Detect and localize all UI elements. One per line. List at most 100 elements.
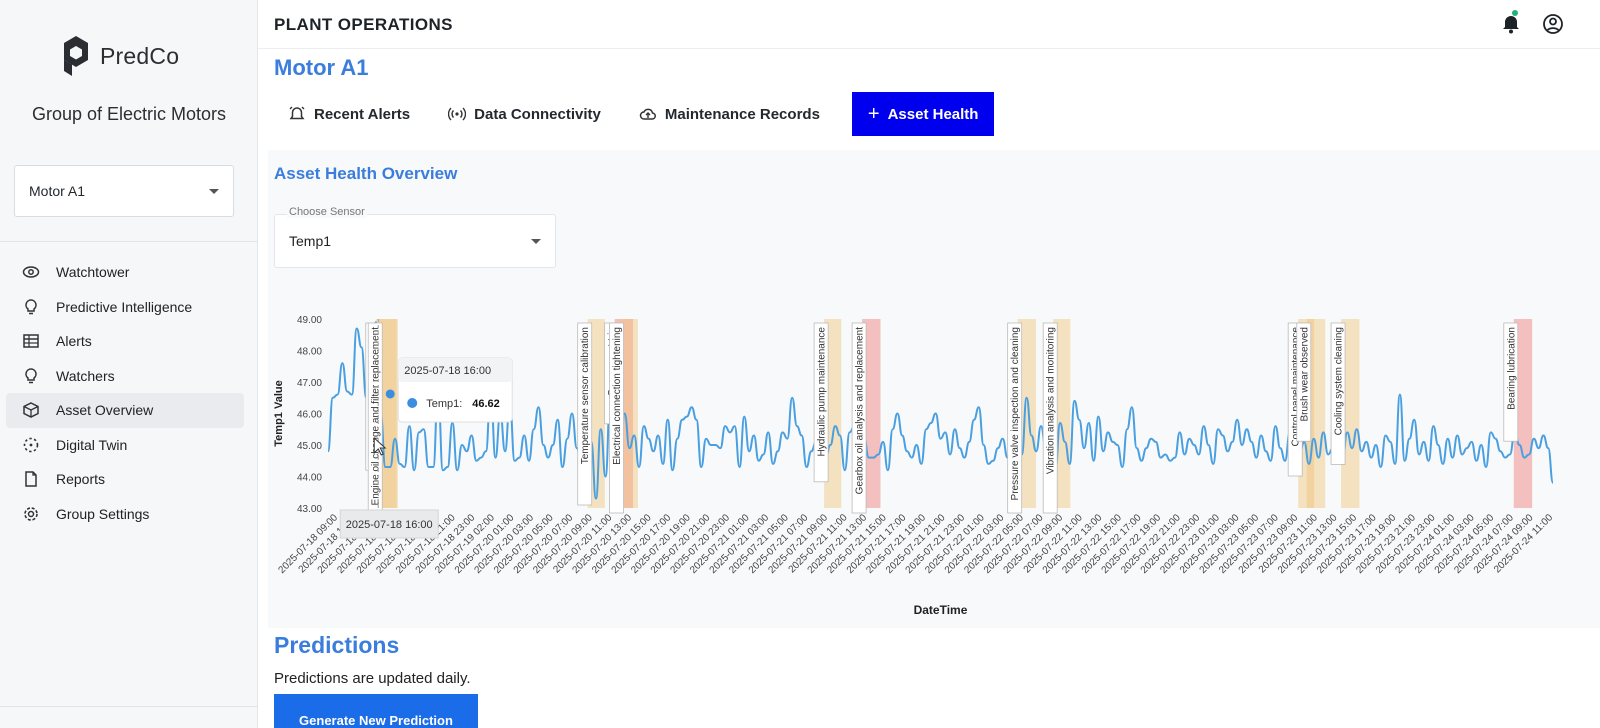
generate-prediction-button[interactable]: Generate New Prediction [274,694,478,728]
lightbulb-icon [25,298,37,314]
tab-label: Recent Alerts [314,105,411,123]
y-tick-label: 49.00 [297,315,322,326]
maintenance-band [1017,319,1037,508]
temperature-chart[interactable]: 43.00 44.00 45.00 46.00 47.00 48.00 49.00 Temp1… [268,295,1600,625]
event-label-box [1503,322,1519,442]
asset-tabs: Recent Alerts Data Connectivity Maintena… [274,92,1004,136]
event-label: Hydraulic pump maintenance [817,327,828,457]
asset-health-panel: Asset Health Overview Choose Sensor Temp… [268,150,1600,628]
group-title: Group of Electric Motors [31,104,227,124]
sidebar-bottom-divider [0,706,258,707]
y-tick-label: 43.00 [297,504,322,515]
event-label-box [813,322,829,483]
y-tick-label: 44.00 [297,473,322,484]
tooltip-header [398,358,513,382]
header-title: PLANT OPERATIONS [274,15,453,34]
sensor-select-label: Choose Sensor [287,206,367,218]
y-tick-label: 47.00 [297,378,322,389]
broadcast-icon [448,107,467,121]
event-label: Vibration analysis and monitoring [1046,327,1057,474]
tooltip-series-name: Temp1: [426,398,462,410]
brand-name: PredCo [100,42,180,69]
predco-logo-icon [64,36,88,76]
user-account-icon[interactable] [1542,13,1564,35]
chevron-down-icon [531,239,541,244]
maintenance-band [378,319,398,508]
series-line-temp1 [327,321,1554,500]
asset-select[interactable]: Motor A1 [14,165,234,217]
sidebar-item-watchers[interactable]: Watchers [6,359,244,394]
tab-label: Data Connectivity [474,105,601,123]
y-axis-label: Temp1 Value [273,380,285,446]
notification-dot [1512,10,1518,16]
sidebar-nav: Watchtower Predictive Intelligence Alert… [6,255,244,531]
event-label: Control panel maintenance [1291,327,1302,447]
section-title: Asset Health Overview [274,164,458,183]
sidebar-item-digital-twin[interactable]: Digital Twin [6,428,244,463]
sidebar-item-reports[interactable]: Reports [6,462,244,497]
predictions-subtitle: Predictions are updated daily. [274,670,471,687]
tab-maintenance-records[interactable]: Maintenance Records [625,92,834,136]
event-label: Cooling system cleaning [1334,327,1345,435]
sidebar-item-label: Asset Overview [56,402,154,419]
sidebar-item-predictive-intelligence[interactable]: Predictive Intelligence [6,290,244,325]
tab-recent-alerts[interactable]: Recent Alerts [274,92,424,136]
event-label: Temperature sensor calibration [580,327,591,464]
y-tick-label: 48.00 [297,347,322,358]
event-label: Brush wear observed [1299,327,1310,422]
sidebar-item-watchtower[interactable]: Watchtower [6,255,244,290]
event-label-box [1007,322,1023,514]
maintenance-band [1341,319,1360,508]
sidebar-item-label: Watchtower [56,264,130,281]
y-tick-label: 45.00 [297,441,322,452]
tab-label: Asset Health [887,105,979,123]
lightbulb-icon [25,367,37,383]
event-label-box [851,322,867,514]
event-label: Bearing lubrication [1506,327,1517,410]
y-tick-label: 46.00 [297,410,322,421]
sidebar-item-label: Alerts [56,333,92,350]
predictions-title: Predictions [274,632,400,658]
sidebar-item-label: Watchers [56,367,115,384]
event-label: Electrical connection tightening [612,327,623,465]
cube-icon [23,402,39,419]
top-bar: PLANT OPERATIONS [258,0,1600,49]
brand-logo[interactable]: PredCo [62,34,179,78]
event-label-box [609,322,624,514]
tooltip-series-marker [407,398,418,408]
maintenance-band [1306,319,1326,508]
sidebar-item-alerts[interactable]: Alerts [6,324,244,359]
event-label: Pressure valve inspection and cleaning [1010,327,1021,500]
gear-icon [24,506,38,521]
sidebar-item-group-settings[interactable]: Group Settings [6,497,244,532]
document-icon [25,471,37,487]
sensor-select[interactable]: Choose Sensor Temp1 [274,206,556,268]
tab-label: Maintenance Records [664,105,820,123]
hover-point[interactable] [385,389,395,399]
cloud-upload-icon [639,108,656,120]
chevron-down-icon [209,189,219,194]
main-content: Motor A1 Recent Alerts Data Connectivity… [258,49,1600,728]
asset-select-value: Motor A1 [29,183,86,199]
tab-data-connectivity[interactable]: Data Connectivity [434,92,615,136]
table-icon [23,334,39,348]
event-label-box [1042,322,1058,514]
sidebar-item-asset-overview[interactable]: Asset Overview [6,393,244,428]
eye-icon [22,266,40,278]
sidebar-item-label: Group Settings [56,505,150,522]
sidebar-divider [0,241,258,242]
maintenance-band [862,319,881,508]
event-label-box [1330,322,1346,465]
maintenance-band [1513,319,1533,508]
alarm-icon [289,106,305,120]
event-label-box [1296,322,1312,442]
sidebar-item-label: Predictive Intelligence [56,298,193,315]
sidebar-item-label: Digital Twin [56,436,128,453]
bell-icon[interactable] [1500,13,1522,35]
x-axis-label: DateTime [914,603,968,617]
tooltip-value: 46.62 [472,398,500,410]
sensor-select-value: Temp1 [289,233,332,249]
tab-asset-health[interactable]: + Asset Health [851,92,995,136]
sidebar-item-label: Reports [56,471,106,488]
